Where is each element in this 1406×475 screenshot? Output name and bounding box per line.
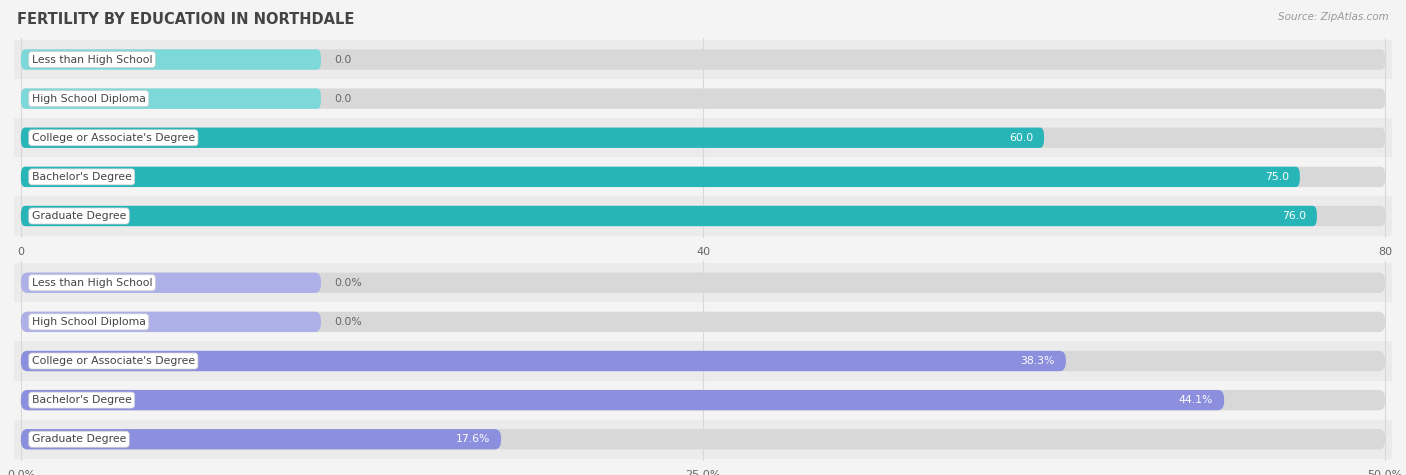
Text: Less than High School: Less than High School	[32, 278, 152, 288]
FancyBboxPatch shape	[21, 49, 1385, 70]
FancyBboxPatch shape	[21, 390, 1225, 410]
Bar	[14, 342, 1406, 380]
FancyBboxPatch shape	[21, 390, 1385, 410]
FancyBboxPatch shape	[21, 312, 321, 332]
Text: College or Associate's Degree: College or Associate's Degree	[32, 133, 195, 143]
FancyBboxPatch shape	[21, 351, 1066, 371]
Text: College or Associate's Degree: College or Associate's Degree	[32, 356, 195, 366]
Text: FERTILITY BY EDUCATION IN NORTHDALE: FERTILITY BY EDUCATION IN NORTHDALE	[17, 12, 354, 27]
FancyBboxPatch shape	[21, 206, 1385, 226]
FancyBboxPatch shape	[21, 206, 1317, 226]
FancyBboxPatch shape	[21, 273, 1385, 293]
Text: 60.0: 60.0	[1010, 133, 1033, 143]
Bar	[14, 420, 1406, 459]
FancyBboxPatch shape	[21, 49, 321, 70]
Text: 44.1%: 44.1%	[1178, 395, 1213, 405]
Text: Source: ZipAtlas.com: Source: ZipAtlas.com	[1278, 12, 1389, 22]
Bar	[14, 197, 1406, 236]
Text: Bachelor's Degree: Bachelor's Degree	[32, 395, 132, 405]
Bar	[14, 157, 1406, 197]
Bar	[14, 118, 1406, 157]
FancyBboxPatch shape	[21, 167, 1301, 187]
FancyBboxPatch shape	[21, 128, 1045, 148]
Text: 0.0: 0.0	[335, 94, 352, 104]
Text: 38.3%: 38.3%	[1021, 356, 1054, 366]
Text: Bachelor's Degree: Bachelor's Degree	[32, 172, 132, 182]
FancyBboxPatch shape	[21, 429, 1385, 449]
FancyBboxPatch shape	[21, 312, 1385, 332]
Text: 17.6%: 17.6%	[456, 434, 491, 444]
Text: 0.0: 0.0	[335, 55, 352, 65]
FancyBboxPatch shape	[21, 88, 1385, 109]
Text: 75.0: 75.0	[1265, 172, 1289, 182]
Text: 0.0%: 0.0%	[335, 317, 363, 327]
Text: High School Diploma: High School Diploma	[32, 94, 146, 104]
FancyBboxPatch shape	[21, 273, 321, 293]
Text: Less than High School: Less than High School	[32, 55, 152, 65]
Text: Graduate Degree: Graduate Degree	[32, 434, 127, 444]
FancyBboxPatch shape	[21, 88, 321, 109]
FancyBboxPatch shape	[21, 128, 1385, 148]
Bar	[14, 302, 1406, 342]
FancyBboxPatch shape	[21, 167, 1385, 187]
Text: 76.0: 76.0	[1282, 211, 1306, 221]
Text: High School Diploma: High School Diploma	[32, 317, 146, 327]
FancyBboxPatch shape	[21, 351, 1385, 371]
FancyBboxPatch shape	[21, 429, 501, 449]
Bar	[14, 380, 1406, 420]
Bar	[14, 40, 1406, 79]
Bar	[14, 79, 1406, 118]
Text: Graduate Degree: Graduate Degree	[32, 211, 127, 221]
Bar	[14, 263, 1406, 302]
Text: 0.0%: 0.0%	[335, 278, 363, 288]
